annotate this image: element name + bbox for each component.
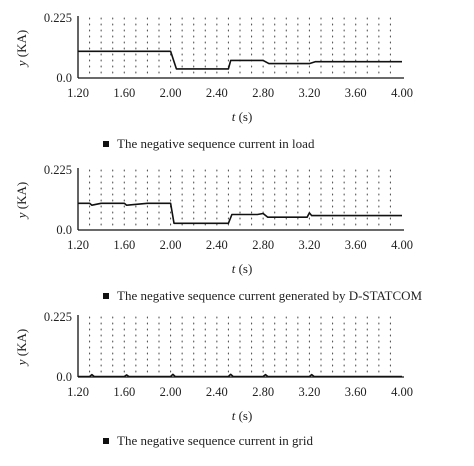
legend-marker — [103, 438, 109, 444]
y-axis-label: y (KA) — [14, 329, 29, 367]
x-tick-label: 4.00 — [391, 238, 413, 252]
series-line — [78, 373, 402, 378]
x-axis-label: t (s) — [232, 109, 253, 124]
chart-panel-2: 0.0 0.225 1.20 1.60 2.00 2.40 2.80 3.20 3.60 4.00… — [14, 163, 423, 303]
legend-label: The negative sequence current in load — [117, 136, 315, 151]
y-axis-label: y (KA) — [14, 30, 29, 68]
y-tick-label: 0.225 — [44, 11, 72, 25]
chart-panel-3: 0.0 0.225 1.20 1.60 2.00 2.40 2.80 3.20 3.60 4.00… — [14, 310, 413, 448]
y-tick-label: 0.0 — [56, 223, 72, 237]
y-axis-label: y (KA) — [14, 182, 29, 220]
legend-label: The negative sequence current in grid — [117, 433, 313, 448]
legend-marker — [103, 141, 109, 147]
x-tick-label: 2.80 — [252, 86, 274, 100]
x-tick-label: 3.20 — [298, 385, 320, 399]
y-tick-label: 0.225 — [44, 163, 72, 177]
y-tick-label: 0.0 — [56, 71, 72, 85]
grid — [89, 169, 391, 231]
x-tick-label: 2.00 — [160, 238, 182, 252]
x-tick-label: 2.00 — [160, 86, 182, 100]
x-tick-label: 1.20 — [67, 86, 89, 100]
x-tick-label: 3.60 — [345, 86, 367, 100]
grid — [89, 316, 391, 378]
x-tick-label: 3.20 — [298, 238, 320, 252]
x-axis-label: t (s) — [232, 408, 253, 423]
x-tick-label: 3.60 — [345, 385, 367, 399]
x-tick-label: 2.80 — [252, 238, 274, 252]
x-tick-label: 1.20 — [67, 238, 89, 252]
y-tick-label: 0.225 — [44, 310, 72, 324]
x-tick-label: 3.60 — [345, 238, 367, 252]
x-tick-label: 4.00 — [391, 86, 413, 100]
x-tick-label: 2.00 — [160, 385, 182, 399]
legend-marker — [103, 293, 109, 299]
x-tick-label: 1.60 — [113, 385, 135, 399]
x-tick-label: 4.00 — [391, 385, 413, 399]
legend-label: The negative sequence current generated … — [117, 288, 423, 303]
x-tick-label: 1.20 — [67, 385, 89, 399]
x-tick-label: 2.80 — [252, 385, 274, 399]
x-tick-label: 1.60 — [113, 238, 135, 252]
series-line — [78, 50, 402, 70]
chart-panel-1: 0.0 0.225 1.20 1.60 2.00 2.40 2.80 3.20 3.60 4.00… — [14, 11, 413, 151]
x-axis-label: t (s) — [232, 261, 253, 276]
x-tick-label: 1.60 — [113, 86, 135, 100]
series-line — [78, 202, 402, 225]
grid — [89, 17, 391, 79]
x-tick-label: 3.20 — [298, 86, 320, 100]
y-tick-label: 0.0 — [56, 370, 72, 384]
x-tick-label: 2.40 — [206, 385, 228, 399]
x-tick-label: 2.40 — [206, 238, 228, 252]
x-tick-label: 2.40 — [206, 86, 228, 100]
